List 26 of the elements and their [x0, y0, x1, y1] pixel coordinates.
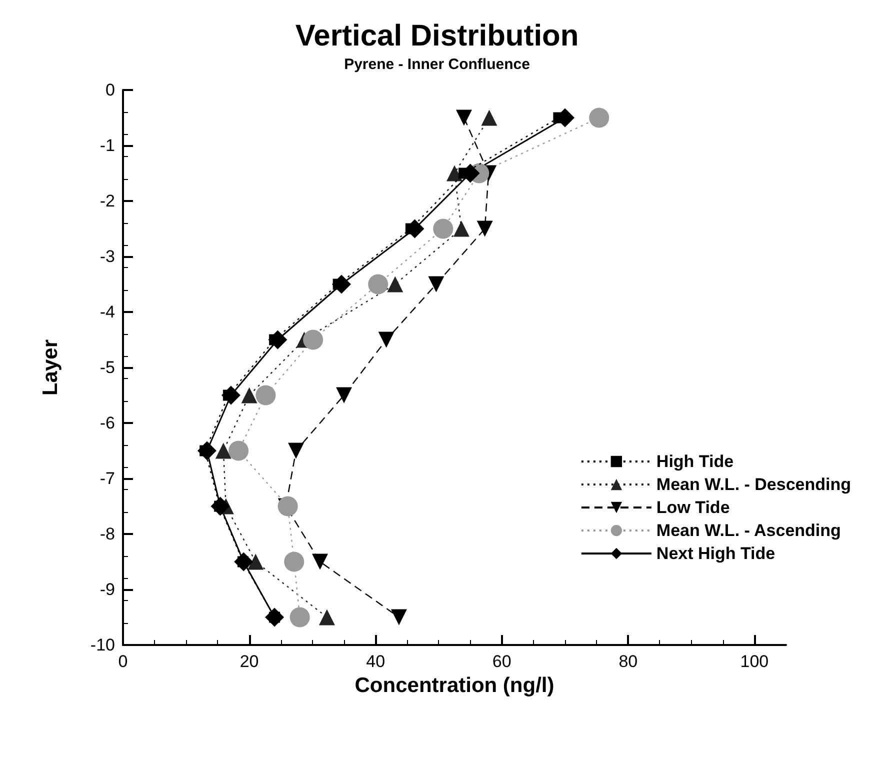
legend-label: Mean W.L. - Ascending	[656, 521, 841, 540]
legend-label: Next High Tide	[656, 544, 776, 563]
x-tick-label: 20	[240, 652, 259, 671]
y-tick-label: -10	[90, 636, 115, 654]
chart-title: Vertical Distribution	[295, 20, 579, 52]
y-tick-label: -4	[100, 302, 115, 322]
chart-subtitle: Pyrene - Inner Confluence	[344, 56, 530, 73]
x-tick-label: 40	[366, 652, 386, 671]
x-tick-label: 80	[618, 652, 638, 671]
y-tick-label: -5	[100, 358, 115, 377]
y-tick-label: -3	[100, 247, 115, 266]
legend-label: Low Tide	[656, 498, 730, 517]
x-tick-label: 100	[740, 652, 769, 671]
x-axis-title: Concentration (ng/l)	[354, 674, 554, 697]
y-tick-label: -8	[100, 524, 115, 544]
y-tick-label: -2	[100, 192, 115, 210]
y-tick-label: -9	[100, 580, 115, 599]
y-tick-label: -7	[100, 469, 115, 488]
y-tick-label: -1	[100, 136, 115, 155]
y-tick-label: -6	[100, 414, 115, 432]
legend-label: High Tide	[656, 452, 734, 471]
y-tick-label: 0	[106, 80, 115, 100]
x-tick-label: 60	[492, 652, 512, 671]
y-axis-title: Layer	[39, 339, 62, 396]
legend-label: Mean W.L. - Descending	[656, 475, 852, 494]
x-tick-label: 0	[118, 652, 128, 671]
